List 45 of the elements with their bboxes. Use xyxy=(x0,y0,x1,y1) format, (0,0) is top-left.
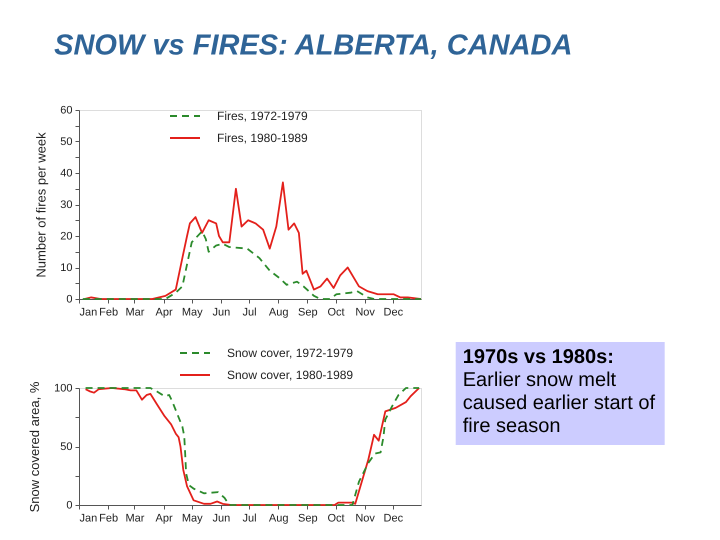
y-axis-title: Snow covered area, % xyxy=(27,381,42,512)
legend-label: Fires, 1980-1989 xyxy=(217,131,308,145)
x-tick-label: Jun xyxy=(212,512,230,524)
x-tick-label: Oct xyxy=(327,306,345,318)
legend-label: Fires, 1972-1979 xyxy=(217,109,308,123)
x-tick-label: Jun xyxy=(212,306,230,318)
y-tick-label: 40 xyxy=(60,168,72,180)
y-tick-label: 30 xyxy=(60,199,72,211)
x-tick-label: Feb xyxy=(99,306,118,318)
x-tick-label: Apr xyxy=(156,512,173,524)
y-tick-label: 0 xyxy=(66,294,72,306)
text: Earlier snow melt caused earlier start of fire season xyxy=(462,369,656,437)
x-tick-label: Feb xyxy=(99,512,118,524)
x-tick-label: Nov xyxy=(355,306,376,318)
line-series xyxy=(84,387,420,506)
y-tick-label: 10 xyxy=(60,262,72,274)
x-tick-label: Apr xyxy=(156,306,173,318)
x-tick-label: May xyxy=(182,512,204,524)
x-tick-label: May xyxy=(182,306,204,318)
legend-label: Snow cover, 1972-1979 xyxy=(227,346,354,360)
y-tick-label: 0 xyxy=(66,500,72,512)
x-tick-label: Aug xyxy=(268,512,288,524)
chart-title: SNOW vs FIRES: ALBERTA, CANADA xyxy=(54,30,572,62)
x-tick-label: Sep xyxy=(298,512,318,524)
x-tick-label: Oct xyxy=(327,512,345,524)
x-tick-label: Jan xyxy=(80,512,98,524)
x-tick-label: Dec xyxy=(384,306,404,318)
legend-label: Snow cover, 1980-1989 xyxy=(227,368,354,382)
x-tick-label: Sep xyxy=(298,306,318,318)
x-tick-label: Jul xyxy=(242,306,257,318)
x-tick-label: Dec xyxy=(384,512,404,524)
x-tick-label: Aug xyxy=(268,306,288,318)
x-tick-label: Jan xyxy=(80,306,98,318)
line-series xyxy=(82,230,422,300)
y-tick-label: 50 xyxy=(60,136,72,148)
text: 1970s vs 1980s: xyxy=(462,346,614,368)
x-tick-label: Mar xyxy=(125,512,145,524)
y-tick-label: 20 xyxy=(60,230,72,242)
x-tick-label: Mar xyxy=(125,306,145,318)
y-tick-label: 60 xyxy=(60,104,72,116)
y-tick-label: 100 xyxy=(54,382,72,394)
y-axis-title: Number of fires per week xyxy=(33,132,48,278)
x-tick-label: Jul xyxy=(242,512,257,524)
x-tick-label: Nov xyxy=(355,512,376,524)
y-tick-label: 50 xyxy=(60,441,72,453)
